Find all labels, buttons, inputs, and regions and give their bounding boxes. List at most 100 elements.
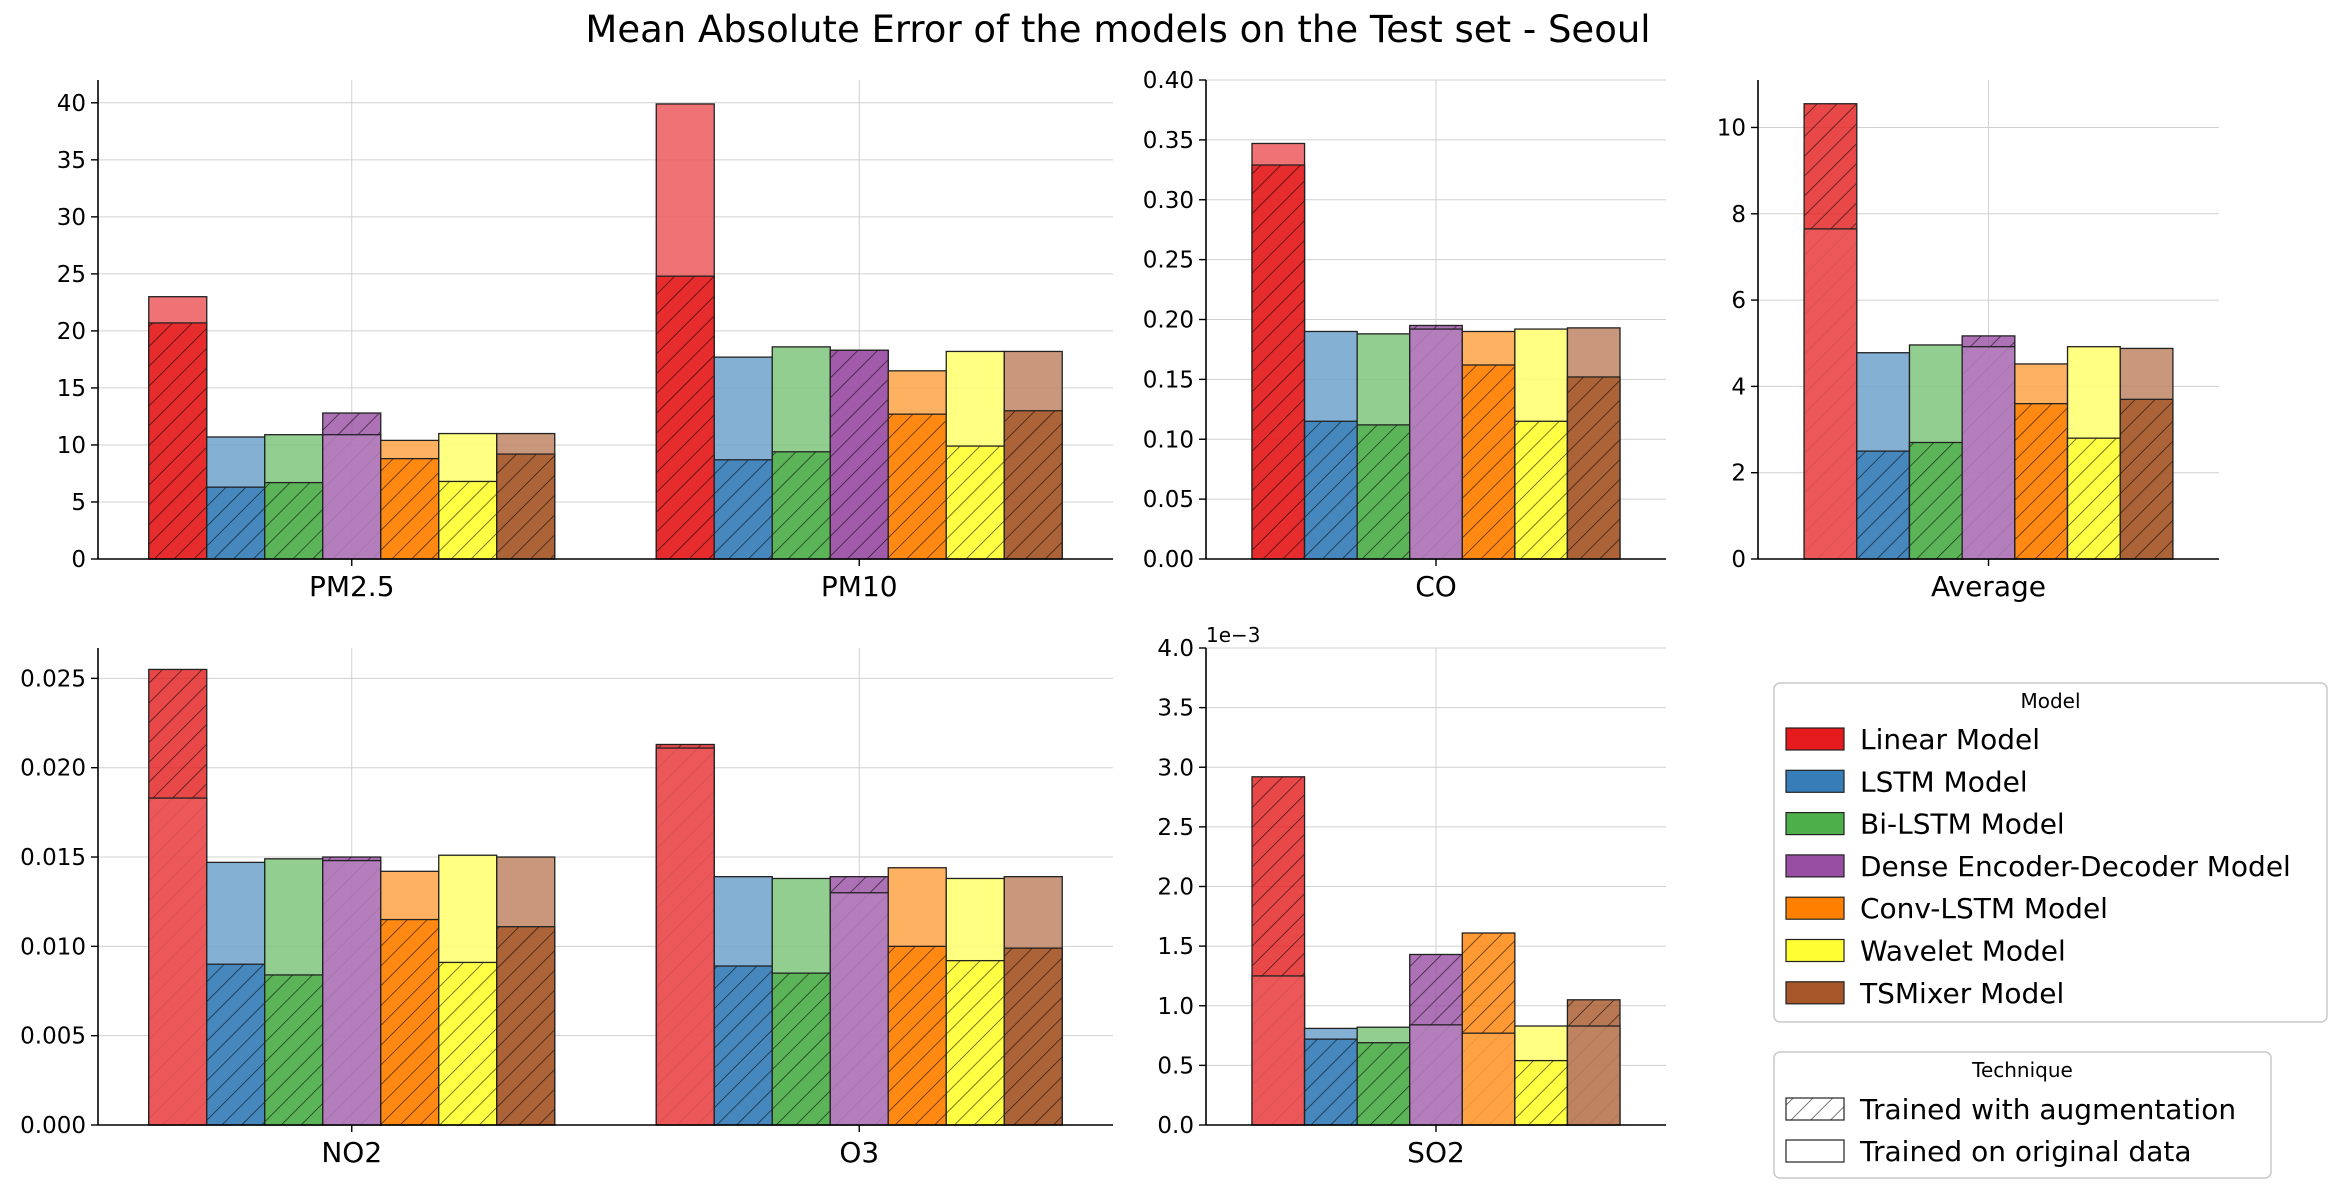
y-tick-label: 0.00	[1143, 547, 1194, 573]
bar-augmented-hatch	[829, 349, 889, 560]
bar-augmented-hatch	[264, 974, 324, 1126]
legend-swatch	[1785, 938, 1845, 963]
chart-panel-3: 0 2 4 6 8 10 Average	[1717, 80, 2219, 603]
bar-augmented-hatch	[438, 961, 498, 1126]
y-tick-label: 0.10	[1143, 427, 1194, 453]
x-tick-label: SO2	[1407, 1136, 1465, 1169]
y-tick-label: 5	[71, 490, 86, 516]
bar-augmented-hatch	[1303, 420, 1358, 560]
bar-augmented-hatch	[771, 451, 831, 560]
bar-augmented-hatch	[1908, 441, 1963, 560]
x-tick-label: PM10	[821, 570, 898, 603]
legend-label: Bi-LSTM Model	[1860, 808, 2065, 841]
legend-swatch	[1785, 811, 1845, 836]
y-tick-label: 2.5	[1157, 815, 1194, 841]
chart-panel-5: 0.0 0.5 1.0 1.5 2.0 2.5 3.0 3.5 4.0 SO2 1e−3	[1157, 623, 1666, 1169]
y-tick-label: 10	[57, 433, 86, 459]
y-tick-label: 35	[57, 148, 86, 174]
legend-title: Model	[2020, 689, 2080, 713]
y-tick-label: 0.015	[20, 845, 86, 871]
bar-original	[148, 797, 208, 1126]
y-tick-label: 0.000	[20, 1113, 86, 1139]
y-tick-label: 4.0	[1157, 636, 1194, 662]
y-tick-label: 0.30	[1143, 188, 1194, 214]
bar-augmented-hatch	[496, 453, 556, 560]
legend-label: Trained with augmentation	[1859, 1093, 2236, 1126]
bar-augmented-hatch	[1356, 424, 1411, 560]
legend-swatch	[1785, 1097, 1845, 1121]
bar-augmented-hatch	[438, 480, 498, 560]
y-tick-label: 0.25	[1143, 248, 1194, 274]
bar-original	[1803, 228, 1858, 560]
y-tick-label: 40	[57, 91, 86, 117]
bar-original	[655, 747, 715, 1126]
y-tick-label: 2.0	[1157, 875, 1194, 901]
bar-augmented-hatch	[945, 445, 1005, 560]
bar-augmented-hatch	[1303, 1038, 1358, 1126]
bar-augmented-hatch	[2119, 398, 2174, 560]
y-tick-label: 0	[71, 547, 86, 573]
bar-augmented-hatch	[713, 965, 773, 1126]
bar-augmented-hatch	[945, 959, 1005, 1126]
y-tick-label: 3.0	[1157, 755, 1194, 781]
bar-augmented-hatch	[713, 459, 773, 560]
bar-augmented-hatch	[380, 918, 440, 1126]
bar-augmented-hatch	[148, 322, 208, 560]
bar-augmented-hatch	[1251, 164, 1306, 560]
bar-original	[322, 434, 382, 560]
y-tick-label: 2	[1731, 461, 1746, 487]
legend-title: Technique	[1971, 1058, 2073, 1082]
bar-augmented-hatch	[2066, 437, 2121, 560]
legend-swatch	[1785, 727, 1845, 751]
y-tick-label: 0.005	[20, 1024, 86, 1050]
y-tick-label: 8	[1731, 202, 1746, 228]
legend-model: Model Linear Model LSTM Model Bi-LSTM Model…	[1773, 682, 2328, 1023]
bar-augmented-hatch	[1356, 1042, 1411, 1126]
y-tick-label: 25	[57, 262, 86, 288]
y-tick-label: 15	[57, 376, 86, 402]
x-tick-label: O3	[839, 1136, 879, 1169]
y-tick-label: 0.020	[20, 756, 86, 782]
y-tick-label: 10	[1717, 115, 1746, 141]
y-tick-label: 1.5	[1157, 934, 1194, 960]
chart-panel-4: 0.000 0.005 0.010 0.015 0.020 0.025 NO2 O3	[20, 648, 1113, 1169]
bar-augmented-hatch	[655, 275, 715, 560]
legend-swatch	[1785, 981, 1845, 1005]
x-tick-label: NO2	[321, 1136, 382, 1169]
y-tick-label: 0.5	[1157, 1053, 1194, 1079]
bar-augmented-hatch	[887, 413, 947, 560]
y-tick-label: 4	[1731, 374, 1746, 400]
bar-augmented-hatch	[380, 457, 440, 560]
y-tick-label: 30	[57, 205, 86, 231]
legends: Model Linear Model LSTM Model Bi-LSTM Model…	[1773, 682, 2328, 1179]
bar-augmented-hatch	[206, 486, 266, 560]
legend-label: Trained on original data	[1859, 1135, 2192, 1168]
legend-swatch	[1785, 1139, 1845, 1163]
bar-augmented-hatch	[1566, 376, 1621, 560]
y-tick-label: 0	[1731, 547, 1746, 573]
legend-label: Wavelet Model	[1860, 935, 2066, 968]
y-tick-label: 0.010	[20, 934, 86, 960]
bar-original	[829, 892, 889, 1126]
legend-swatch	[1785, 854, 1845, 878]
x-tick-label: PM2.5	[309, 570, 395, 603]
bar-original	[322, 859, 382, 1126]
legend-frame	[1773, 1051, 2272, 1179]
bar-augmented-hatch	[264, 481, 324, 560]
chart-panel-1: 0 5 10 15 20 25 30 35 40 PM2.5 PM10	[57, 80, 1113, 603]
bar-augmented-hatch	[1856, 450, 1911, 560]
legend-swatch	[1785, 896, 1845, 920]
bar-original	[1409, 1024, 1463, 1126]
bar-augmented-hatch	[1003, 410, 1063, 560]
bar-augmented-hatch	[496, 926, 556, 1126]
legend-swatch	[1785, 769, 1845, 793]
y-tick-label: 20	[57, 319, 86, 345]
bar-augmented-hatch	[1461, 364, 1516, 560]
x-tick-label: Average	[1931, 570, 2046, 603]
bar-augmented-hatch	[1514, 1059, 1569, 1126]
bar-augmented-hatch	[206, 963, 266, 1126]
legend-technique: Technique Trained with augmentation Traine…	[1773, 1051, 2272, 1179]
y-tick-label: 0.025	[20, 666, 86, 692]
